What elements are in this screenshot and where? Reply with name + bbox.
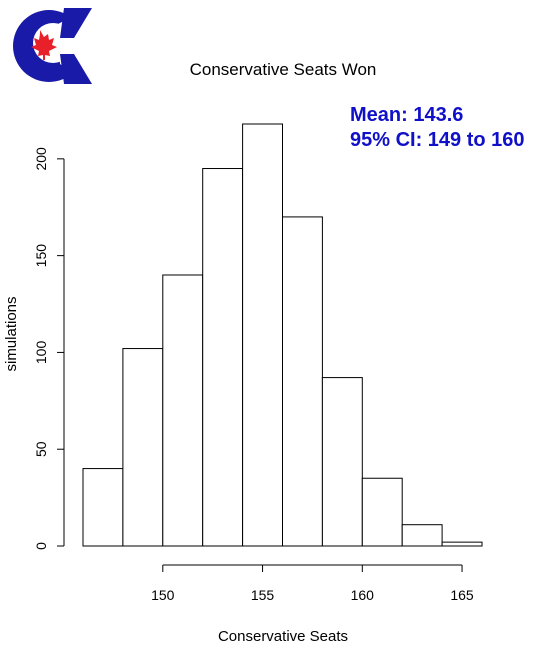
ci-annotation: 95% CI: 149 to 160 [350, 129, 525, 151]
histogram-bar [122, 348, 164, 547]
chart-title: Conservative Seats Won [190, 60, 377, 79]
mean-annotation: Mean: 143.6 [350, 104, 463, 126]
y-tick-label: 50 [33, 441, 49, 457]
y-axis-label: simulations [3, 296, 20, 371]
histogram-bar [162, 274, 204, 547]
x-axis: 150 155 160 165 [151, 564, 474, 603]
conservative-logo-icon [13, 4, 98, 90]
y-tick-label: 200 [33, 147, 49, 171]
x-axis-label: Conservative Seats [218, 628, 348, 645]
y-tick-label: 100 [33, 341, 49, 365]
histogram-bar [361, 477, 403, 547]
histogram-bar [202, 168, 244, 547]
y-axis: 0 50 100 150 200 [33, 147, 65, 550]
histogram-bar [441, 541, 483, 547]
histogram-bar [321, 377, 363, 547]
y-tick-label: 0 [33, 542, 49, 550]
histogram-bar [82, 468, 124, 547]
histogram-bars [82, 123, 483, 547]
x-tick-label: 150 [151, 587, 175, 603]
histogram-bar [401, 524, 443, 547]
x-tick-label: 155 [251, 587, 275, 603]
histogram-bar [282, 216, 323, 547]
histogram-bar [242, 123, 284, 547]
x-tick-label: 160 [351, 587, 375, 603]
x-tick-label: 165 [450, 587, 474, 603]
y-tick-label: 150 [33, 244, 49, 268]
